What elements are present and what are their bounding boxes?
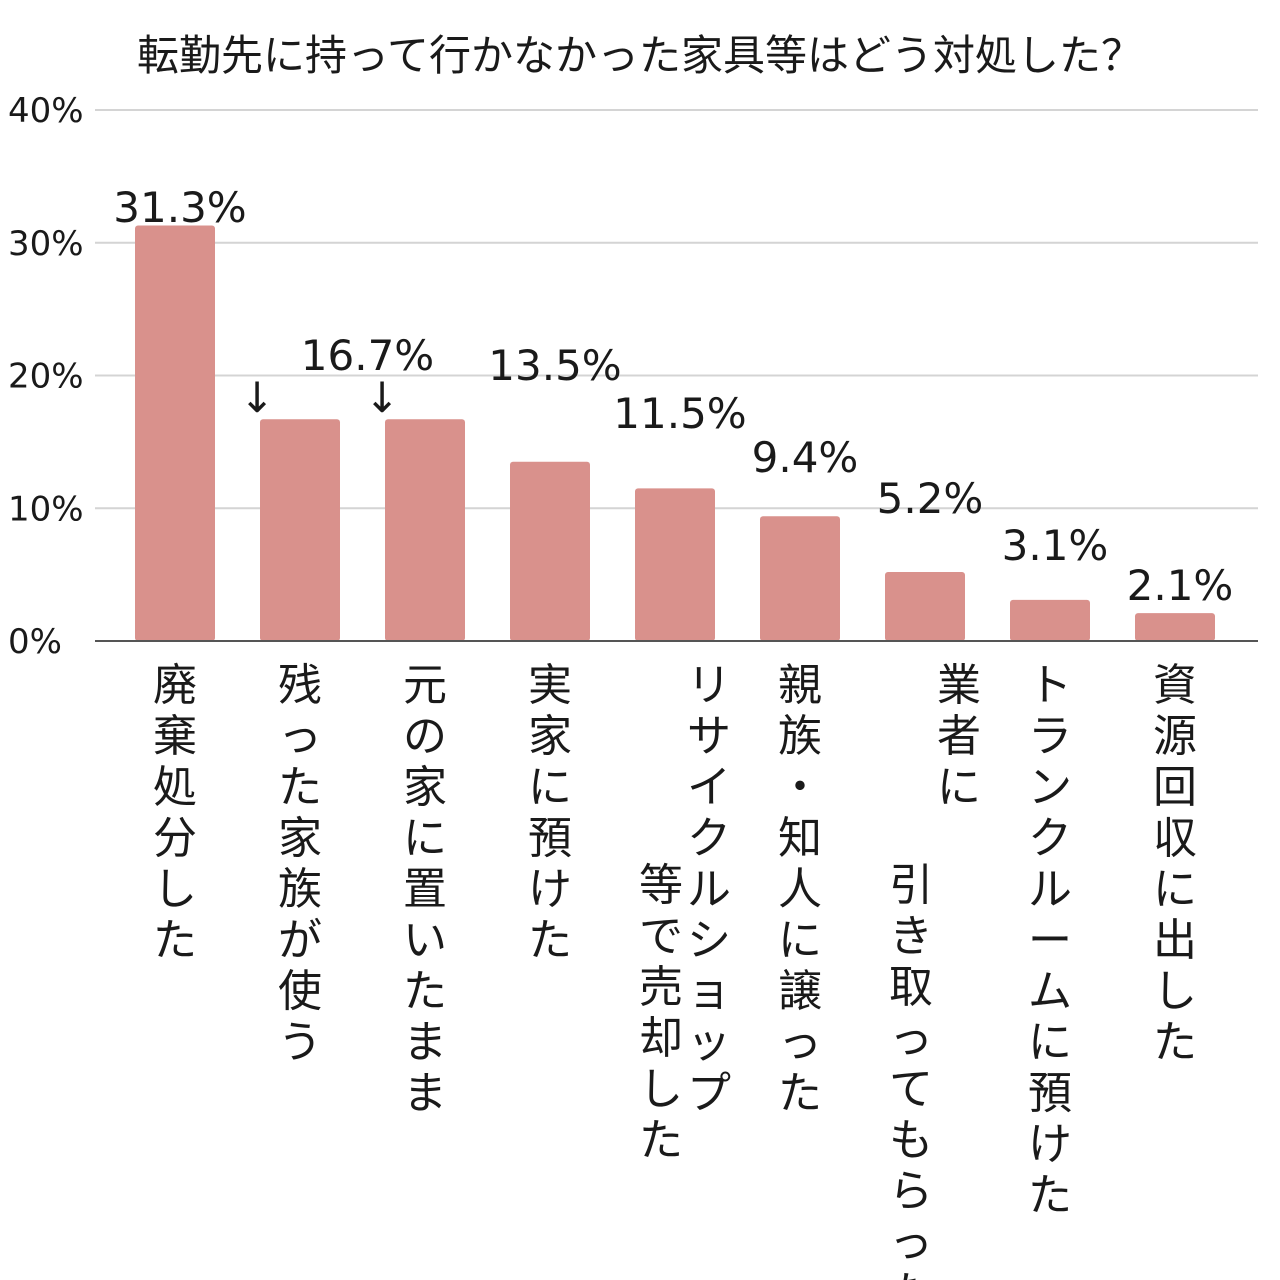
y-tick-label: 30% xyxy=(8,224,84,264)
category-label: 等で売却した xyxy=(639,860,683,1166)
bar xyxy=(885,571,965,641)
category-label: 実家に預けた xyxy=(528,660,572,966)
category-label: リサイクルショップ xyxy=(687,660,731,1119)
data-label: 5.2% xyxy=(877,474,984,523)
data-label: 3.1% xyxy=(1002,521,1109,570)
bar xyxy=(385,419,465,641)
data-label: 11.5% xyxy=(613,389,746,438)
arrow-annotation: ↓ xyxy=(239,373,274,422)
bar xyxy=(510,461,590,641)
bar xyxy=(135,225,215,641)
category-label: トランクルームに預けた xyxy=(1028,660,1072,1221)
y-tick-label: 40% xyxy=(8,91,84,131)
category-label: 元の家に置いたまま xyxy=(403,660,447,1119)
category-label: 廃棄処分した xyxy=(153,660,197,966)
y-tick-label: 0% xyxy=(8,622,62,662)
category-label: 資源回収に出した xyxy=(1153,660,1197,1068)
bar xyxy=(260,419,340,641)
data-label: 31.3% xyxy=(113,183,246,232)
data-label: 16.7% xyxy=(301,331,434,380)
category-label: 業者に xyxy=(937,660,981,813)
data-label: 13.5% xyxy=(488,341,621,390)
bar xyxy=(1135,613,1215,641)
bar xyxy=(1010,599,1090,641)
bar xyxy=(635,488,715,641)
category-label: 残った家族が使う xyxy=(278,660,322,1068)
chart-title: 転勤先に持って行かなかった家具等はどう対処した？ xyxy=(137,31,1143,80)
category-label: 引き取ってもらった xyxy=(889,860,933,1280)
y-tick-label: 20% xyxy=(8,357,84,397)
data-label: 9.4% xyxy=(752,433,859,482)
data-label: 2.1% xyxy=(1127,561,1234,610)
category-label: 親族・知人に譲った xyxy=(778,660,822,1119)
arrow-annotation: ↓ xyxy=(364,373,399,422)
y-tick-label: 10% xyxy=(8,489,84,529)
bar xyxy=(760,516,840,641)
